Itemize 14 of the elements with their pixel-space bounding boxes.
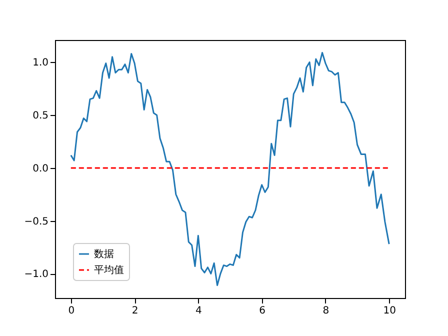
x-tick-label: 6	[259, 306, 266, 316]
x-tick-label: 8	[322, 306, 330, 316]
legend-label: 平均值	[94, 264, 124, 276]
y-tick-label: 0.5	[32, 110, 48, 122]
y-tick-label: −0.5	[24, 216, 48, 228]
y-tick-label: 1.0	[32, 58, 48, 69]
x-tick-label: 4	[195, 306, 202, 316]
legend-label: 数据	[94, 248, 114, 260]
y-tick-label: −1.0	[24, 269, 48, 280]
x-tick-label: 0	[68, 306, 75, 316]
x-tick-label: 2	[132, 306, 138, 316]
y-tick-label: 0.0	[32, 163, 48, 174]
line-series	[70, 52, 390, 286]
x-tick-label: 10	[383, 306, 396, 316]
